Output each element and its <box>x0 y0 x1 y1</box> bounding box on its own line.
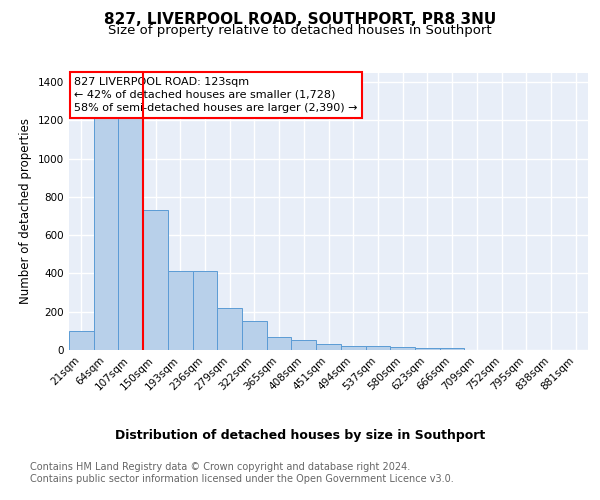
Bar <box>168 270 193 350</box>
Text: 827 LIVERPOOL ROAD: 123sqm
← 42% of detached houses are smaller (1,728)
58% of s: 827 LIVERPOOL ROAD: 123sqm ← 42% of deta… <box>74 76 358 113</box>
Text: Contains HM Land Registry data © Crown copyright and database right 2024.
Contai: Contains HM Land Registry data © Crown c… <box>30 462 454 484</box>
Bar <box>217 308 242 350</box>
Bar <box>292 340 316 350</box>
Bar <box>341 346 365 350</box>
Bar <box>440 348 464 350</box>
Text: Distribution of detached houses by size in Southport: Distribution of detached houses by size … <box>115 430 485 442</box>
Bar <box>267 336 292 350</box>
Bar <box>94 94 118 350</box>
Y-axis label: Number of detached properties: Number of detached properties <box>19 118 32 304</box>
Bar <box>118 94 143 350</box>
Bar <box>415 348 440 350</box>
Bar <box>242 322 267 350</box>
Bar <box>390 347 415 350</box>
Bar <box>316 344 341 350</box>
Bar <box>193 270 217 350</box>
Bar <box>143 210 168 350</box>
Bar <box>365 346 390 350</box>
Text: 827, LIVERPOOL ROAD, SOUTHPORT, PR8 3NU: 827, LIVERPOOL ROAD, SOUTHPORT, PR8 3NU <box>104 12 496 28</box>
Text: Size of property relative to detached houses in Southport: Size of property relative to detached ho… <box>108 24 492 37</box>
Bar <box>69 331 94 350</box>
